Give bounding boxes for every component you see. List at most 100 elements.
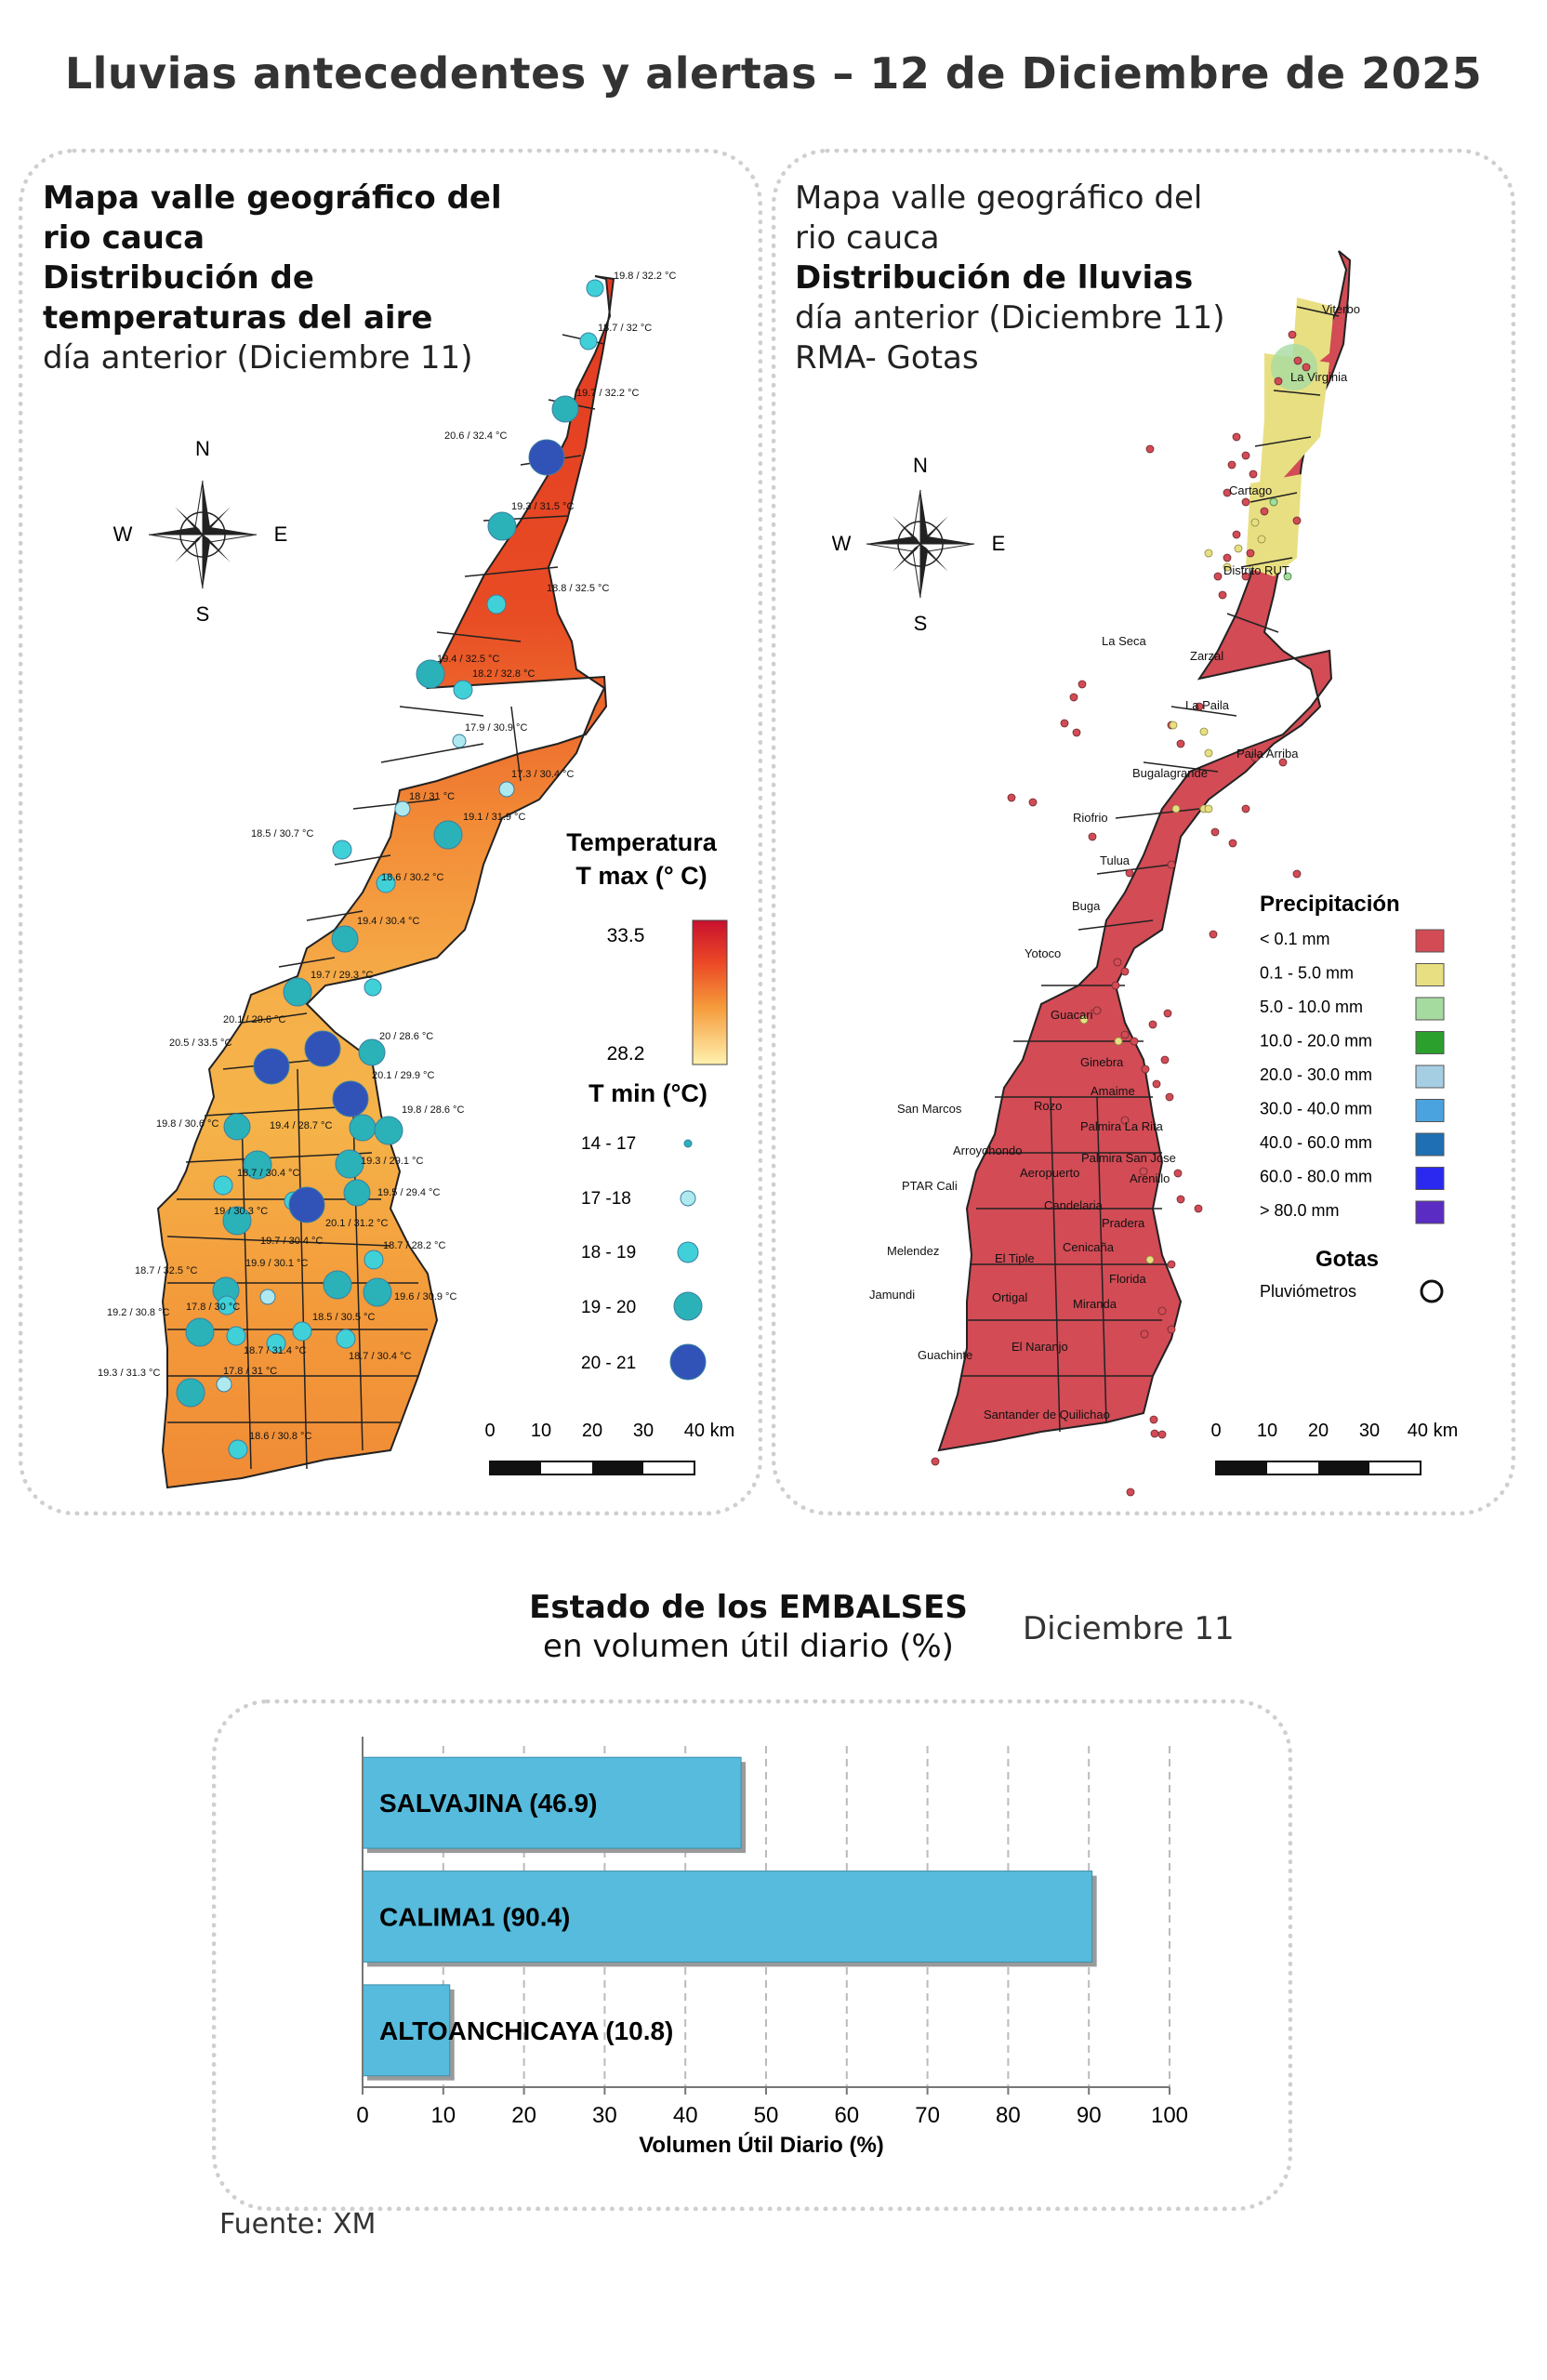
station-label: 18.7 / 28.2 °C — [383, 1240, 445, 1251]
precip-class-swatch — [1415, 1031, 1445, 1054]
place-label: El Tiple — [995, 1251, 1035, 1265]
station-label: 17.9 / 30.9 °C — [465, 722, 527, 734]
svg-text:10: 10 — [1257, 1421, 1277, 1441]
station-label: 18.5 / 30.5 °C — [312, 1312, 375, 1323]
station-label: 20.1 / 31.2 °C — [325, 1218, 388, 1229]
pluviometer-points-green — [1269, 497, 1292, 581]
chart-bar-labels: SALVAJINA (46.9) CALIMA1 (90.4) ALTOANCHIC… — [379, 1789, 673, 2045]
place-label: El Naranjo — [1012, 1340, 1068, 1354]
gotas-symbol — [1420, 1279, 1444, 1303]
station-label: 19.8 / 30.6 °C — [156, 1118, 218, 1130]
bar — [362, 1871, 1093, 1963]
station-label: 18.6 / 30.8 °C — [249, 1431, 311, 1442]
bar-label: SALVAJINA (46.9) — [379, 1789, 597, 1818]
station-label: 18.8 / 32.5 °C — [547, 583, 609, 594]
station-label: 19.7 / 32.2 °C — [576, 388, 639, 399]
station-label: 19.4 / 30.4 °C — [357, 916, 419, 927]
place-label: Cenicaña — [1063, 1240, 1115, 1254]
reservoir-chart-title: Estado de los EMBALSES en volumen útil d… — [529, 1589, 968, 1665]
place-label: Pradera — [1102, 1216, 1145, 1230]
station-label: 18.5 / 30.7 °C — [251, 828, 313, 840]
reservoir-chart-date: Diciembre 11 — [1023, 1610, 1235, 1647]
precip-class-swatch — [1415, 1132, 1445, 1157]
tmin-legend-title: T min (°C) — [588, 1079, 707, 1107]
place-label: Santander de Quilichao — [984, 1408, 1110, 1421]
station-label: 19.3 / 31.3 °C — [98, 1368, 160, 1379]
x-tick-label: 60 — [834, 2103, 859, 2128]
scale-bar: 0 10 20 30 40 km — [484, 1421, 734, 1475]
tmin-class-5: 20 - 21 — [581, 1354, 636, 1373]
x-tick-label: 100 — [1151, 2103, 1188, 2128]
place-label: Arroyohondo — [953, 1144, 1022, 1157]
station-label: 19.4 / 32.5 °C — [437, 654, 499, 665]
place-label: Florida — [1109, 1272, 1147, 1286]
bar — [362, 1984, 451, 2077]
place-label: Miranda — [1073, 1297, 1117, 1311]
precip-class-label: > 80.0 mm — [1260, 1201, 1340, 1220]
station-label: 18.7 / 30.4 °C — [237, 1168, 299, 1179]
svg-text:20: 20 — [1308, 1421, 1329, 1441]
station-label: 17.3 / 30.4 °C — [511, 769, 574, 780]
place-label: Ortigal — [992, 1290, 1027, 1304]
compass-e: E — [992, 532, 1006, 555]
chart-x-ticks: 0 10 20 30 40 50 60 70 80 90 100 — [356, 2087, 1188, 2128]
precip-class-label: 5.0 - 10.0 mm — [1260, 998, 1363, 1016]
station-label: 20.1 / 29.9 °C — [372, 1070, 434, 1081]
station-label: 19.4 / 28.7 °C — [270, 1120, 332, 1131]
place-labels: Viterbo La Virginia Cartago Distrito RUT La … — [869, 302, 1360, 1421]
station-label: 19 / 30.3 °C — [214, 1206, 268, 1217]
svg-text:30: 30 — [633, 1421, 654, 1441]
rainfall-map-title: Mapa valle geográfico del rio cauca Dist… — [795, 179, 1225, 377]
station-label: 19.8 / 32.2 °C — [614, 271, 676, 282]
place-label: Riofrio — [1073, 811, 1108, 825]
place-label: Buga — [1072, 899, 1101, 913]
tmin-class-4: 19 - 20 — [581, 1298, 636, 1317]
tmin-class-1: 14 - 17 — [581, 1134, 636, 1154]
bar — [362, 1756, 742, 1849]
compass-rose-icon — [148, 480, 258, 589]
place-label: Paila Arriba — [1236, 747, 1299, 760]
station-label: 20.1 / 29.6 °C — [223, 1014, 285, 1025]
precip-legend-title: Precipitación — [1260, 892, 1400, 917]
precip-class-swatch — [1415, 929, 1445, 953]
place-label: San Marcos — [897, 1102, 962, 1116]
place-label: Arenillo — [1130, 1171, 1170, 1185]
place-label: La Paila — [1185, 698, 1230, 712]
x-tick-label: 40 — [673, 2103, 698, 2128]
station-label: 20.6 / 32.4 °C — [444, 430, 507, 442]
station-label: 19.5 / 29.4 °C — [377, 1187, 440, 1198]
svg-text:30: 30 — [1359, 1421, 1380, 1441]
place-label: Ginebra — [1080, 1055, 1124, 1069]
x-tick-label: 10 — [430, 2103, 456, 2128]
precip-legend-items: < 0.1 mm 0.1 - 5.0 mm 5.0 - 10.0 mm 10.0 - … — [1260, 929, 1445, 1224]
tmax-legend-title-2: T max (° C) — [575, 862, 707, 890]
precip-class-label: < 0.1 mm — [1260, 930, 1330, 948]
station-label: 19.9 / 30.1 °C — [245, 1258, 308, 1269]
x-tick-label: 80 — [996, 2103, 1021, 2128]
station-label: 18.7 / 32 °C — [598, 323, 652, 334]
place-label: Amaime — [1091, 1084, 1135, 1098]
precip-class-swatch — [1415, 1200, 1445, 1224]
x-tick-label: 20 — [511, 2103, 536, 2128]
precip-class-swatch — [1415, 1167, 1445, 1190]
compass-rose-icon — [866, 489, 975, 599]
precip-class-label: 20.0 - 30.0 mm — [1260, 1065, 1372, 1084]
reservoir-chart-panel — [212, 1699, 1292, 2211]
compass-s: S — [196, 602, 210, 626]
x-tick-label: 0 — [356, 2103, 368, 2128]
place-label: PTAR Cali — [902, 1179, 958, 1193]
svg-text:10: 10 — [531, 1421, 551, 1441]
compass-s: S — [914, 612, 928, 635]
scale-bar: 0 10 20 30 40 km — [1210, 1421, 1458, 1475]
svg-text:40 km: 40 km — [1408, 1421, 1458, 1441]
place-label: Melendez — [887, 1244, 939, 1258]
place-label: Bugalagrande — [1132, 766, 1208, 780]
reservoir-bar-chart: SALVAJINA (46.9) CALIMA1 (90.4) ALTOANCHIC… — [356, 1737, 1188, 2158]
station-label: 19.3 / 31.5 °C — [511, 501, 574, 512]
place-label: Jamundi — [869, 1288, 915, 1302]
place-label: Viterbo — [1322, 302, 1360, 316]
temperature-stations — [176, 279, 604, 1460]
rainfall-map: Viterbo La Virginia Cartago Distrito RUT La … — [832, 250, 1458, 1497]
gotas-title: Gotas — [1316, 1247, 1379, 1272]
pluviometer-points-yellow — [1079, 518, 1266, 1264]
